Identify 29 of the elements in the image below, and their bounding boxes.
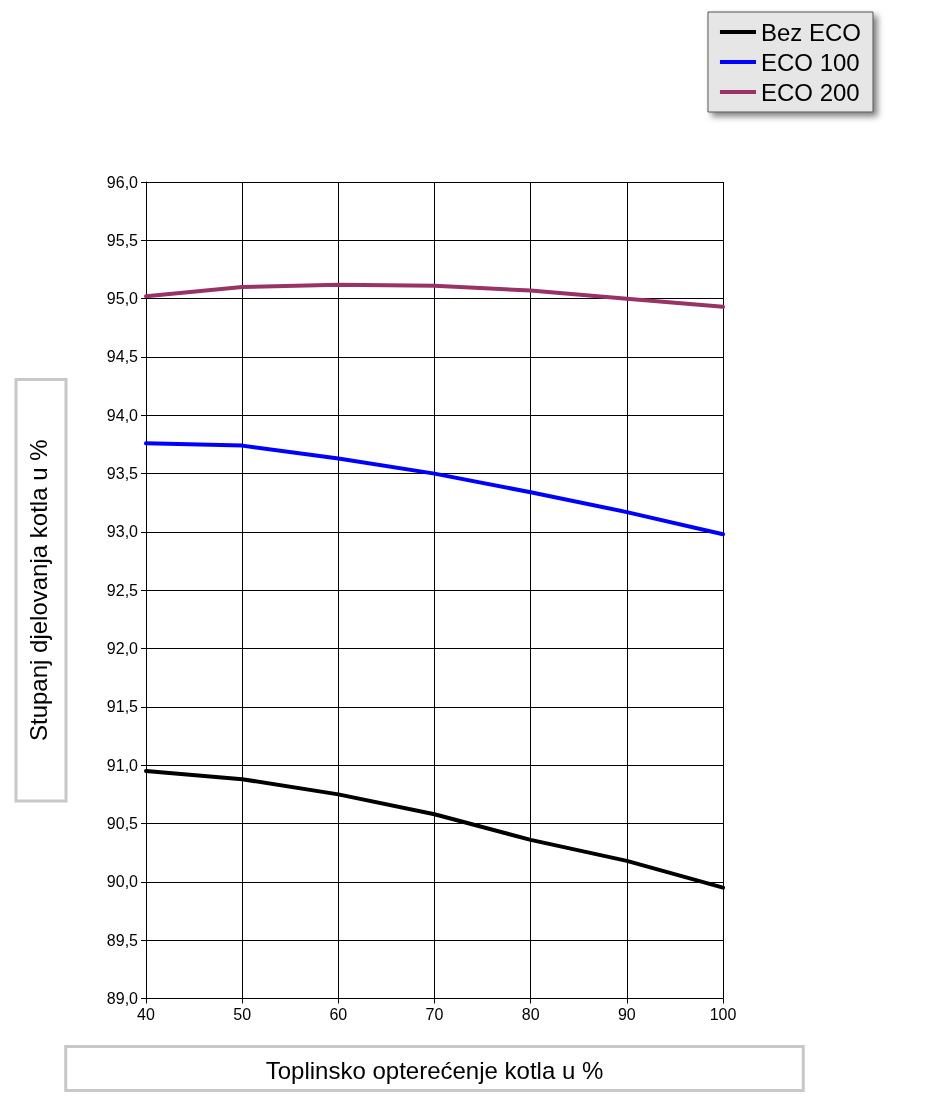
x-axis-title: Toplinsko opterećenje kotla u % <box>265 1057 604 1084</box>
legend-label: ECO 100 <box>760 48 860 76</box>
y-tick-label: 94,0 <box>106 406 139 424</box>
y-tick-label: 92,0 <box>106 640 139 658</box>
legend-label: ECO 200 <box>760 78 860 106</box>
x-tick-label: 60 <box>329 1006 348 1023</box>
x-tick-label: 50 <box>233 1006 252 1023</box>
y-tick-label: 91,5 <box>106 698 139 716</box>
y-axis-title: Stupanj djelovanja kotla u % <box>24 439 52 742</box>
x-tick-label: 100 <box>709 1006 737 1023</box>
legend-label: Bez ECO <box>760 18 861 46</box>
x-tick-label: 90 <box>617 1006 636 1023</box>
y-tick-label: 95,0 <box>106 290 139 308</box>
y-tick-label: 94,5 <box>106 348 139 366</box>
y-tick-label: 89,5 <box>106 931 139 949</box>
y-tick-label: 95,5 <box>106 231 139 249</box>
line-series <box>144 441 725 537</box>
y-tick-label: 93,5 <box>106 465 139 483</box>
y-tick-label: 89,0 <box>106 990 139 1007</box>
line-series <box>144 282 725 309</box>
y-tick-label: 92,5 <box>106 581 139 599</box>
y-tick-label: 90,0 <box>106 873 139 891</box>
y-tick-label: 96,0 <box>106 173 139 191</box>
x-tick-label: 80 <box>521 1006 540 1023</box>
y-tick-label: 91,0 <box>106 756 139 774</box>
x-tick-label: 40 <box>137 1006 155 1023</box>
y-tick-label: 90,5 <box>106 815 139 833</box>
x-tick-label: 70 <box>425 1006 444 1023</box>
y-tick-label: 93,0 <box>106 523 139 541</box>
